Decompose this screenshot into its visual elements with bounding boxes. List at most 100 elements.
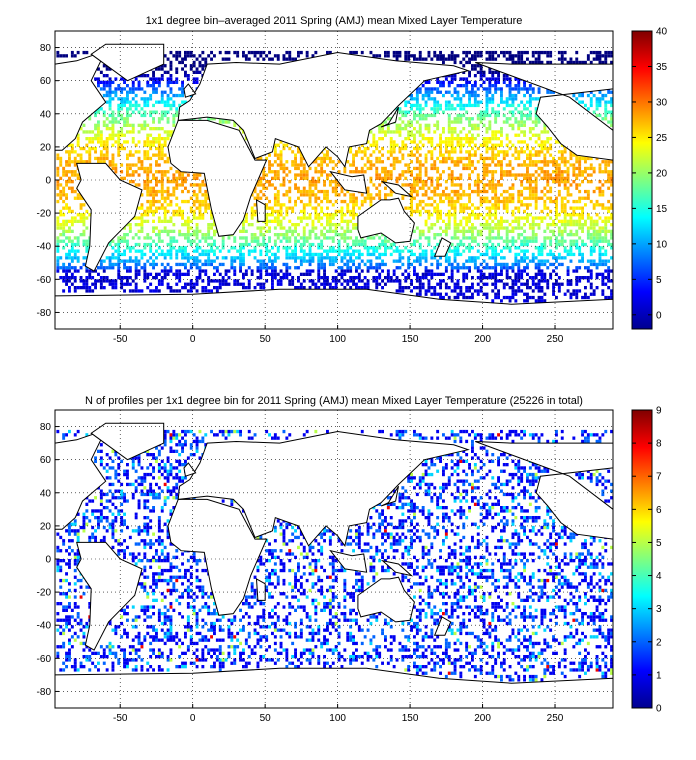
data-cell bbox=[166, 282, 170, 286]
data-cell bbox=[285, 209, 289, 214]
data-cell bbox=[137, 156, 141, 161]
data-cell bbox=[346, 249, 350, 253]
data-cell bbox=[465, 166, 469, 171]
data-cell bbox=[360, 150, 364, 154]
data-cell bbox=[476, 100, 480, 104]
data-cell bbox=[389, 146, 393, 151]
data-cell bbox=[108, 90, 112, 94]
data-cell bbox=[259, 180, 263, 184]
data-cell bbox=[502, 196, 506, 200]
data-cell bbox=[491, 183, 495, 187]
data-cell bbox=[476, 216, 480, 220]
data-cell bbox=[323, 282, 326, 286]
data-cell bbox=[508, 223, 512, 227]
data-cell bbox=[450, 272, 454, 276]
data-cell bbox=[497, 150, 500, 154]
data-cell bbox=[276, 223, 280, 227]
data-cell bbox=[297, 216, 300, 220]
data-cell bbox=[346, 226, 350, 230]
data-cell bbox=[94, 113, 97, 118]
data-cell bbox=[450, 150, 454, 154]
data-cell bbox=[436, 90, 440, 94]
data-cell bbox=[534, 203, 538, 207]
data-cell bbox=[598, 193, 602, 197]
data-cell bbox=[273, 176, 277, 180]
data-cell bbox=[421, 193, 425, 197]
data-cell bbox=[488, 87, 492, 91]
data-cell bbox=[546, 160, 550, 164]
data-cell bbox=[143, 219, 147, 223]
data-cell bbox=[102, 279, 106, 283]
data-cell bbox=[244, 269, 248, 273]
data-cell bbox=[482, 292, 486, 296]
data-cell bbox=[447, 166, 451, 171]
data-cell bbox=[534, 256, 538, 260]
data-cell bbox=[482, 252, 486, 257]
data-cell bbox=[311, 206, 315, 210]
data-cell bbox=[352, 279, 355, 283]
data-cell bbox=[456, 176, 460, 180]
data-cell bbox=[488, 137, 492, 141]
data-cell bbox=[471, 90, 474, 94]
data-cell bbox=[589, 286, 593, 290]
data-cell bbox=[604, 206, 608, 210]
data-cell bbox=[569, 213, 573, 217]
data-cell bbox=[372, 140, 376, 144]
data-cell bbox=[184, 186, 187, 190]
data-cell bbox=[610, 279, 613, 283]
data-cell bbox=[88, 276, 92, 280]
data-cell bbox=[247, 286, 251, 290]
data-cell bbox=[102, 269, 106, 273]
data-cell bbox=[268, 160, 271, 164]
data-cell bbox=[497, 279, 500, 283]
data-cell bbox=[413, 242, 416, 247]
data-cell bbox=[453, 286, 457, 290]
data-cell bbox=[288, 54, 292, 58]
data-cell bbox=[305, 223, 309, 227]
data-cell bbox=[99, 259, 103, 263]
data-cell bbox=[378, 272, 382, 276]
data-cell bbox=[543, 176, 547, 180]
data-cell bbox=[526, 262, 529, 267]
data-cell bbox=[485, 90, 489, 94]
data-cell bbox=[598, 90, 602, 94]
data-cell bbox=[334, 226, 338, 230]
data-cell bbox=[453, 266, 457, 270]
data-cell bbox=[421, 84, 425, 88]
data-cell bbox=[563, 256, 567, 260]
data-cell bbox=[146, 80, 150, 84]
data-cell bbox=[291, 249, 295, 253]
data-cell bbox=[311, 183, 315, 187]
data-cell bbox=[555, 213, 558, 217]
data-cell bbox=[610, 113, 613, 118]
data-cell bbox=[595, 286, 599, 290]
data-cell bbox=[526, 282, 529, 286]
data-cell bbox=[427, 229, 431, 233]
data-cell bbox=[479, 113, 483, 118]
data-cell bbox=[488, 84, 492, 88]
data-cell bbox=[181, 173, 184, 177]
data-cell bbox=[586, 107, 590, 111]
data-cell bbox=[285, 276, 289, 280]
data-cell bbox=[569, 292, 573, 296]
data-cell bbox=[352, 156, 355, 161]
data-cell bbox=[523, 242, 526, 247]
data-cell bbox=[363, 170, 367, 174]
data-cell bbox=[531, 219, 535, 223]
data-cell bbox=[392, 166, 396, 171]
data-cell bbox=[317, 156, 321, 161]
data-cell bbox=[523, 282, 526, 286]
data-cell bbox=[117, 150, 121, 154]
data-cell bbox=[285, 256, 289, 260]
data-cell bbox=[256, 282, 260, 286]
data-cell bbox=[262, 170, 266, 174]
data-cell bbox=[146, 193, 150, 197]
data-cell bbox=[189, 206, 193, 210]
data-cell bbox=[517, 57, 521, 61]
data-cell bbox=[157, 133, 161, 137]
data-cell bbox=[447, 199, 451, 204]
data-cell bbox=[488, 183, 492, 187]
data-cell bbox=[108, 133, 112, 137]
data-cell bbox=[517, 150, 521, 154]
data-cell bbox=[569, 57, 573, 61]
